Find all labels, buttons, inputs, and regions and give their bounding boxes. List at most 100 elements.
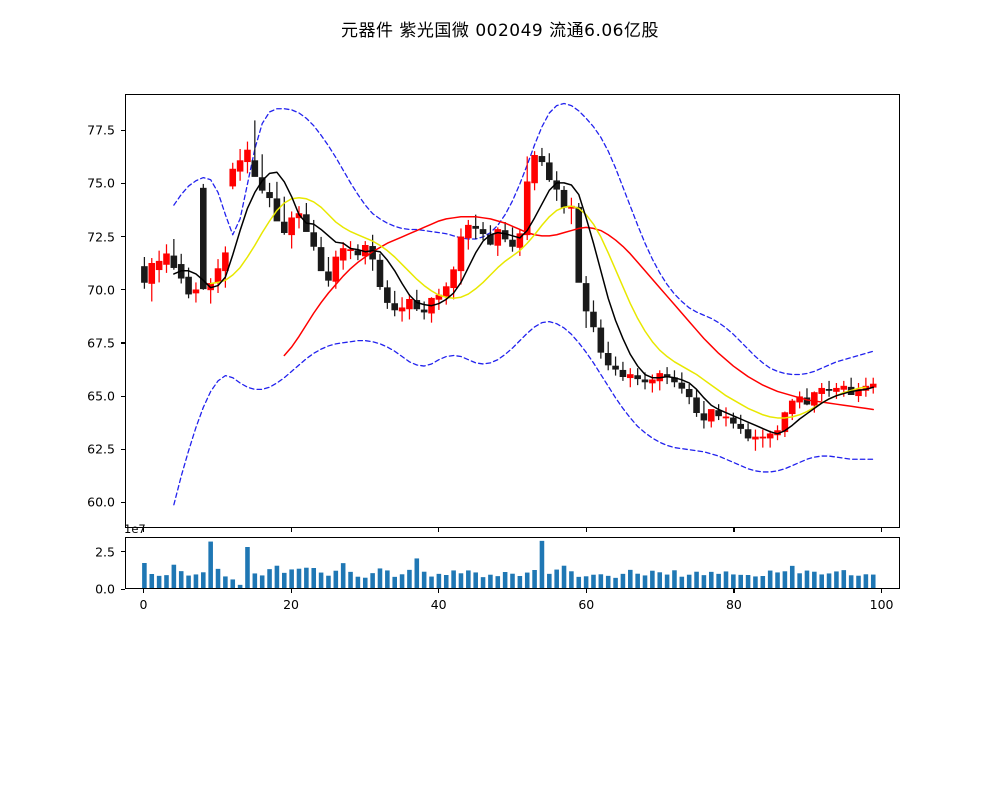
volume-bar: [561, 565, 567, 588]
volume-bar: [318, 572, 324, 588]
volume-bar: [421, 571, 427, 588]
candle-body: [354, 250, 362, 256]
candle-body: [229, 168, 237, 187]
candle: [288, 211, 295, 249]
volume-bar-plot: [142, 540, 876, 588]
volume-bar: [576, 576, 582, 588]
volume-bar: [642, 575, 648, 588]
candle: [457, 228, 465, 285]
candle-body: [781, 412, 789, 433]
volume-bar: [178, 571, 184, 588]
candle-body: [472, 225, 479, 229]
candle: [523, 156, 531, 241]
volume-bar: [473, 572, 478, 588]
x-tick-label: 40: [430, 597, 447, 612]
candle: [597, 319, 605, 359]
price-x-tick-mark: [438, 528, 440, 532]
price-y-tick-label: 60.0: [87, 494, 115, 510]
price-x-tick-mark: [733, 528, 735, 532]
volume-bar: [583, 576, 589, 588]
candle: [148, 258, 156, 302]
candle-body: [752, 436, 759, 440]
candle: [560, 186, 568, 214]
candle: [693, 389, 700, 417]
volume-chart-axes: [125, 537, 900, 589]
candle-body: [818, 387, 825, 394]
candle: [332, 250, 340, 289]
volume-bar: [554, 569, 559, 588]
candle: [266, 182, 273, 208]
volume-bar: [149, 574, 155, 588]
candle: [722, 407, 730, 427]
candle-body: [523, 181, 531, 236]
candle: [339, 242, 347, 270]
price-y-tick-mark: [121, 395, 125, 397]
candle: [258, 154, 266, 194]
candle: [678, 372, 686, 394]
volume-bar: [628, 569, 633, 588]
candle-body: [450, 269, 457, 289]
candle: [413, 289, 421, 311]
x-tick-mark: [733, 589, 735, 593]
candle: [207, 278, 214, 304]
candle-body: [590, 311, 597, 328]
candle-body: [398, 307, 406, 312]
x-tick-label: 60: [578, 597, 595, 612]
candle: [317, 236, 325, 272]
price-chart-axes: [125, 94, 900, 528]
volume-bar: [333, 570, 339, 588]
x-tick-label: 20: [283, 597, 300, 612]
volume-bar: [289, 569, 294, 588]
candle: [626, 368, 634, 388]
candle: [509, 227, 516, 252]
volume-bar: [164, 575, 169, 588]
candle-body: [251, 160, 259, 177]
candle-body: [317, 247, 325, 272]
volume-bar: [635, 573, 640, 588]
volume-bar: [201, 572, 206, 588]
candle-body: [420, 309, 428, 313]
candle-body: [266, 192, 273, 199]
candle: [273, 181, 281, 222]
candle: [818, 382, 825, 402]
volume-bar: [215, 568, 221, 588]
x-tick-mark: [438, 589, 440, 593]
volume-bar: [760, 576, 766, 588]
x-tick-mark: [585, 589, 587, 593]
candle-body: [148, 263, 156, 284]
candle: [325, 257, 332, 287]
volume-bar: [377, 568, 383, 588]
price-x-tick-mark: [881, 528, 883, 532]
page-title: 元器件 紫光国微 002049 流通6.06亿股: [341, 21, 659, 41]
candle: [435, 288, 443, 310]
volume-bar: [826, 573, 832, 588]
volume-bar: [281, 572, 287, 588]
candle-body: [737, 423, 745, 429]
candle: [685, 384, 693, 405]
candle-body: [406, 299, 413, 310]
candle: [531, 151, 538, 191]
candle-body: [214, 268, 222, 283]
x-tick-mark: [142, 589, 145, 593]
candle: [303, 203, 310, 232]
volume-bar: [502, 572, 508, 588]
volume-bar: [466, 570, 471, 588]
volume-bar: [304, 567, 309, 588]
candle-body: [811, 392, 818, 406]
candle-body: [744, 429, 752, 439]
candlestick-plot: [141, 102, 877, 506]
volume-bar: [848, 575, 854, 588]
candle: [501, 222, 509, 243]
envelope-upper-line: [173, 102, 874, 376]
candle-body: [766, 433, 774, 439]
volume-bar: [274, 565, 280, 588]
ma-mid-line: [209, 196, 867, 419]
candle: [192, 282, 200, 303]
price-y-tick-label: 65.0: [87, 388, 115, 404]
volume-bar: [686, 574, 692, 588]
candle: [177, 253, 185, 284]
candle-body: [479, 229, 487, 235]
candle: [546, 153, 553, 182]
candle-body: [222, 252, 229, 272]
